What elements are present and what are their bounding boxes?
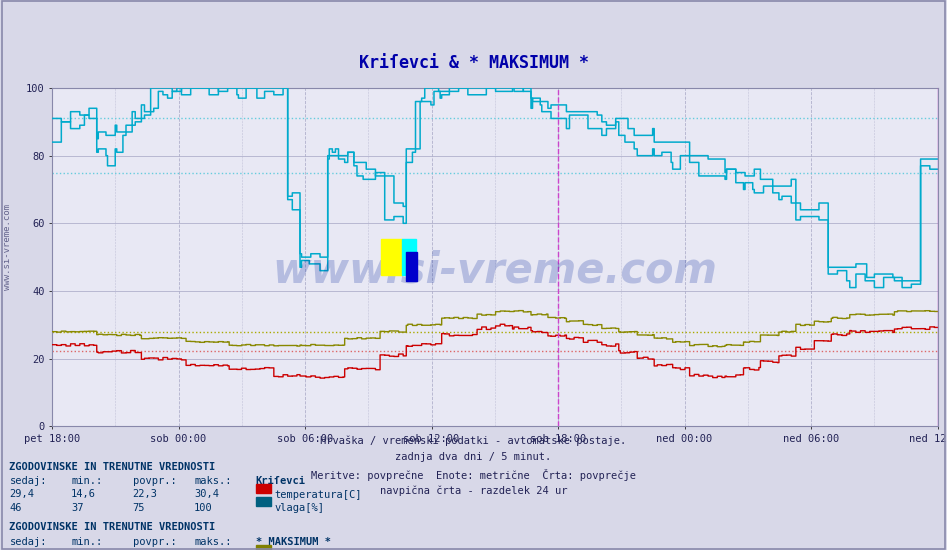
Text: navpična črta - razdelek 24 ur: navpična črta - razdelek 24 ur xyxy=(380,485,567,496)
Text: 30,4: 30,4 xyxy=(194,490,219,499)
Text: sedaj:: sedaj: xyxy=(9,476,47,486)
Text: 75: 75 xyxy=(133,503,145,513)
Text: Kriſevci: Kriſevci xyxy=(256,476,306,486)
Text: 29,4: 29,4 xyxy=(9,490,34,499)
Text: www.si-vreme.com: www.si-vreme.com xyxy=(3,205,12,290)
Text: www.si-vreme.com: www.si-vreme.com xyxy=(273,250,717,292)
Text: sedaj:: sedaj: xyxy=(9,537,47,547)
Text: maks.:: maks.: xyxy=(194,537,232,547)
Text: ZGODOVINSKE IN TRENUTNE VREDNOSTI: ZGODOVINSKE IN TRENUTNE VREDNOSTI xyxy=(9,462,216,472)
Text: Kriſevci & * MAKSIMUM *: Kriſevci & * MAKSIMUM * xyxy=(359,54,588,72)
Text: 37: 37 xyxy=(71,503,83,513)
Text: min.:: min.: xyxy=(71,476,102,486)
Text: temperatura[C]: temperatura[C] xyxy=(275,490,362,499)
Text: maks.:: maks.: xyxy=(194,476,232,486)
Text: 14,6: 14,6 xyxy=(71,490,96,499)
Text: ZGODOVINSKE IN TRENUTNE VREDNOSTI: ZGODOVINSKE IN TRENUTNE VREDNOSTI xyxy=(9,522,216,532)
Text: Hrvaška / vremenski podatki - avtomatske postaje.: Hrvaška / vremenski podatki - avtomatske… xyxy=(320,436,627,446)
Text: povpr.:: povpr.: xyxy=(133,476,176,486)
Text: vlaga[%]: vlaga[%] xyxy=(275,503,325,513)
Text: * MAKSIMUM *: * MAKSIMUM * xyxy=(256,537,331,547)
Text: Meritve: povprečne  Enote: metrične  Črta: povprečje: Meritve: povprečne Enote: metrične Črta:… xyxy=(311,469,636,481)
Text: 100: 100 xyxy=(194,503,213,513)
Text: zadnja dva dni / 5 minut.: zadnja dva dni / 5 minut. xyxy=(396,452,551,462)
Text: 46: 46 xyxy=(9,503,22,513)
Text: min.:: min.: xyxy=(71,537,102,547)
Text: povpr.:: povpr.: xyxy=(133,537,176,547)
Text: 22,3: 22,3 xyxy=(133,490,157,499)
